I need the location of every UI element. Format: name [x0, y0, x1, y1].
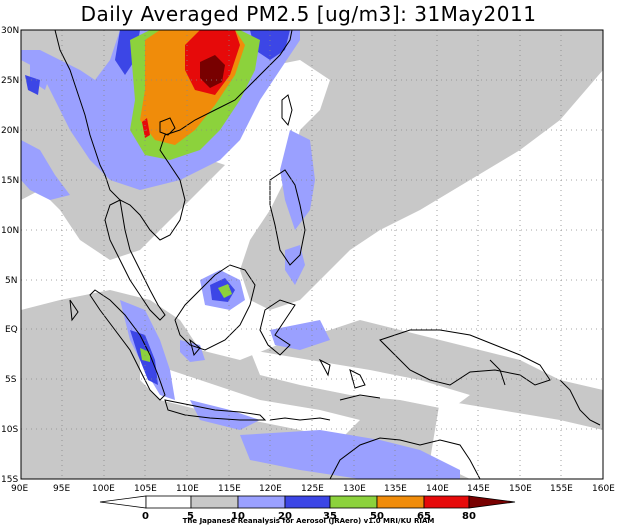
lat-label: 5S — [5, 375, 17, 385]
colorbar-segment — [329, 495, 378, 509]
lat-label: 10S — [1, 425, 18, 435]
lon-label: 95E — [53, 484, 70, 494]
colorbar-label: 20 — [278, 511, 292, 522]
colorbar-label: 80 — [462, 511, 476, 522]
lon-label: 105E — [134, 484, 157, 494]
colorbar-segment — [237, 495, 286, 509]
colorbar-label: 5 — [187, 511, 194, 522]
lat-label: 25N — [1, 76, 19, 86]
lon-label: 90E — [11, 484, 28, 494]
lon-label: 125E — [301, 484, 324, 494]
lon-label: 160E — [592, 484, 615, 494]
map-frame — [20, 29, 604, 480]
colorbar-segment — [423, 495, 470, 509]
lat-label: 15S — [1, 475, 18, 485]
credit-text: The Japanese Reanalysis for Aerosol (JRA… — [182, 517, 435, 525]
colorbar-label: 50 — [370, 511, 384, 522]
lon-label: 145E — [467, 484, 490, 494]
lat-label: 10N — [1, 226, 19, 236]
lon-label: 110E — [176, 484, 199, 494]
colorbar: 0 5 10 20 35 50 65 80 — [99, 495, 516, 522]
lon-label: 150E — [509, 484, 532, 494]
lat-label: 20N — [1, 126, 19, 136]
colorbar-segment — [99, 495, 147, 509]
latitude-labels: 30N 25N 20N 15N 10N 5N EQ 5S 10S 15S — [1, 26, 19, 485]
lon-label: 115E — [218, 484, 241, 494]
colorbar-segment — [376, 495, 425, 509]
lat-label: 5N — [5, 276, 17, 286]
colorbar-label: 10 — [231, 511, 245, 522]
lat-label: 15N — [1, 176, 19, 186]
lon-label: 100E — [92, 484, 115, 494]
lon-label: 130E — [343, 484, 366, 494]
lat-label: 30N — [1, 26, 19, 36]
colorbar-segment — [284, 495, 331, 509]
colorbar-label: 35 — [323, 511, 337, 522]
colorbar-label: 65 — [417, 511, 431, 522]
lon-label: 120E — [259, 484, 282, 494]
map-title: Daily Averaged PM2.5 [ug/m3]: 31May2011 — [80, 2, 537, 26]
lon-label: 155E — [550, 484, 573, 494]
lat-label: EQ — [5, 325, 18, 335]
colorbar-segment — [190, 495, 239, 509]
colorbar-segment — [145, 495, 192, 509]
colorbar-segment — [468, 495, 516, 509]
colorbar-label: 0 — [142, 511, 149, 522]
longitude-labels: 90E 95E 100E 105E 110E 115E 120E 125E 13… — [11, 484, 615, 494]
lon-label: 140E — [426, 484, 449, 494]
gridlines — [21, 30, 603, 479]
lon-label: 135E — [384, 484, 407, 494]
coastlines — [54, 30, 601, 479]
